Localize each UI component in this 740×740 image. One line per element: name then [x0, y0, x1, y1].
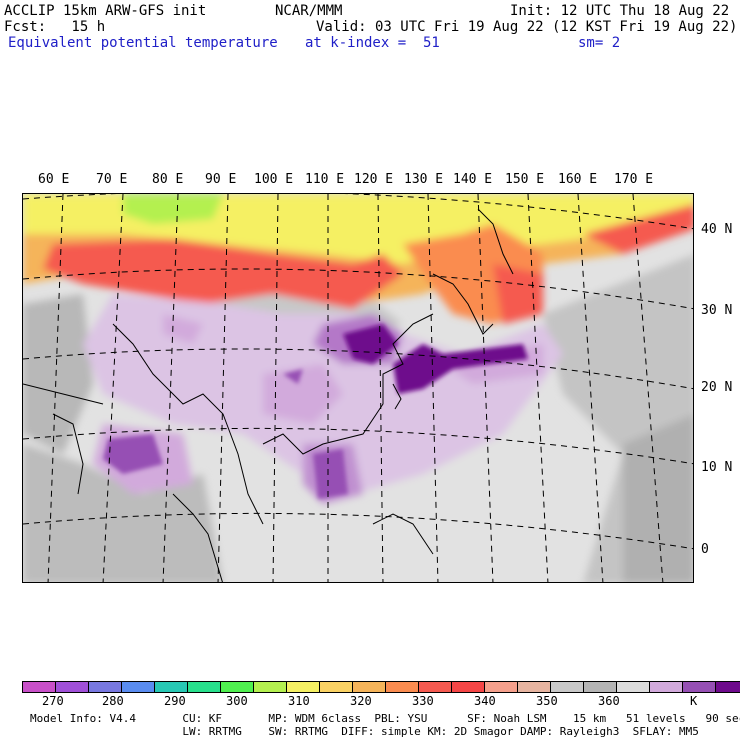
lon-label: 80 E: [152, 172, 184, 187]
colorbar-unit: K: [690, 694, 698, 708]
colorbar-tick: 300: [226, 694, 248, 708]
colorbar-swatch: [518, 682, 551, 692]
level-index: at k-index = 51: [305, 35, 440, 51]
colorbar-tick: 280: [102, 694, 124, 708]
lon-label: 170 E: [614, 172, 654, 187]
colorbar-swatch: [89, 682, 122, 692]
colorbar-swatch: [419, 682, 452, 692]
lat-label: 10 N: [701, 460, 733, 475]
colorbar-swatch: [584, 682, 617, 692]
lat-label: 0: [701, 542, 709, 557]
lon-label: 70 E: [96, 172, 128, 187]
lon-label: 140 E: [453, 172, 493, 187]
colorbar-swatch: [683, 682, 716, 692]
colorbar-swatch: [485, 682, 518, 692]
colorbar-swatch: [452, 682, 485, 692]
colorbar-swatch: [23, 682, 56, 692]
lat-label: 40 N: [701, 222, 733, 237]
lat-label: 20 N: [701, 380, 733, 395]
lat-label: 30 N: [701, 303, 733, 318]
colorbar-swatch: [254, 682, 287, 692]
center-label: NCAR/MMM: [275, 3, 343, 19]
lon-label: 120 E: [354, 172, 394, 187]
lon-label: 110 E: [305, 172, 345, 187]
colorbar-swatch: [122, 682, 155, 692]
colorbar-tick: 340: [474, 694, 496, 708]
valid-time: Valid: 03 UTC Fri 19 Aug 22 (12 KST Fri …: [316, 19, 738, 35]
colorbar-swatch: [155, 682, 188, 692]
colorbar-tick: 270: [42, 694, 64, 708]
colorbar-tick: 350: [536, 694, 558, 708]
colorbar-swatch: [617, 682, 650, 692]
colorbar-swatch: [320, 682, 353, 692]
colorbar-swatch: [353, 682, 386, 692]
model-info: Model Info: V4.4 CU: KF MP: WDM 6class P…: [30, 712, 740, 725]
colorbar-swatch: [56, 682, 89, 692]
lon-label: 130 E: [404, 172, 444, 187]
colorbar-tick: 290: [164, 694, 186, 708]
lon-label: 100 E: [254, 172, 294, 187]
colorbar-swatch: [716, 682, 740, 692]
colorbar-swatch: [551, 682, 584, 692]
colorbar-swatch: [221, 682, 254, 692]
colorbar-swatch: [650, 682, 683, 692]
model-physics: LW: RRTMG SW: RRTMG DIFF: simple KM: 2D …: [30, 725, 699, 738]
colorbar-tick: 360: [598, 694, 620, 708]
colorbar-tick: 310: [288, 694, 310, 708]
colorbar-swatch: [188, 682, 221, 692]
smoothing: sm= 2: [578, 35, 621, 51]
init-time: Init: 12 UTC Thu 18 Aug 22: [510, 3, 730, 19]
model-title: ACCLIP 15km ARW-GFS init: [4, 3, 207, 19]
field-name: Equivalent potential temperature: [8, 35, 278, 51]
forecast-hour: Fcst: 15 h: [4, 19, 106, 35]
colorbar-swatch: [386, 682, 419, 692]
colorbar: [22, 681, 740, 693]
theta-e-field: [23, 194, 693, 582]
colorbar-swatch: [287, 682, 320, 692]
colorbar-tick: 320: [350, 694, 372, 708]
lon-label: 90 E: [205, 172, 237, 187]
lon-label: 60 E: [38, 172, 70, 187]
colorbar-tick: 330: [412, 694, 434, 708]
lon-label: 160 E: [558, 172, 598, 187]
lon-label: 150 E: [505, 172, 545, 187]
map-panel: [22, 193, 694, 583]
